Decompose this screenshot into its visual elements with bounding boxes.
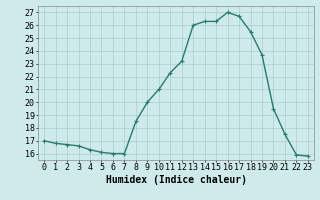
X-axis label: Humidex (Indice chaleur): Humidex (Indice chaleur) [106,175,246,185]
